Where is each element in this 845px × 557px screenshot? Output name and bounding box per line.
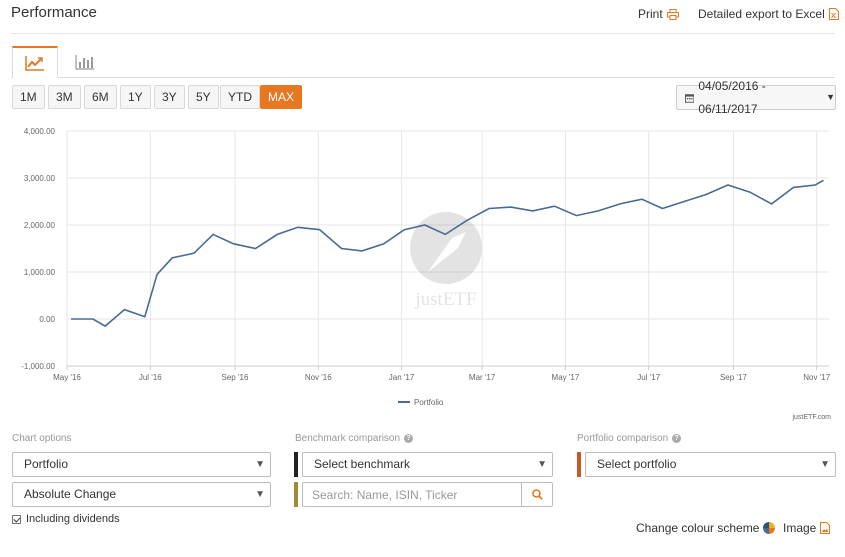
justetf-watermark: justETF <box>410 212 482 310</box>
chevron-down-icon: ▼ <box>537 459 547 470</box>
series-line-portfolio <box>71 179 824 328</box>
image-file-icon <box>820 522 831 534</box>
portfolio-select-value: Portfolio <box>24 457 69 471</box>
change-colour-scheme-link[interactable]: Change colour scheme <box>636 521 776 535</box>
portfolio-comparison-select-value: Select portfolio <box>597 457 677 471</box>
chevron-down-icon: ▼ <box>820 459 830 470</box>
help-icon[interactable]: ? <box>404 434 414 443</box>
x-tick-label: Mar '17 <box>469 373 496 382</box>
checkbox-checked-icon <box>12 514 21 524</box>
tab-divider <box>11 77 835 78</box>
excel-file-icon <box>828 8 839 20</box>
range-button-ytd[interactable]: YTD <box>220 85 260 109</box>
chart-options-label: Chart options <box>12 433 71 444</box>
benchmark-search-button[interactable] <box>521 482 553 507</box>
chart-legend[interactable]: Portfolio <box>398 398 444 407</box>
print-link[interactable]: Print <box>638 7 679 21</box>
x-tick-label: Nov '17 <box>803 373 830 382</box>
range-button-3y[interactable]: 3Y <box>154 85 185 109</box>
benchmark-select-value: Select benchmark <box>314 457 411 471</box>
change-type-select-value: Absolute Change <box>24 487 117 501</box>
tab-line-chart[interactable] <box>12 46 58 78</box>
x-tick-label: Jul '17 <box>637 373 660 382</box>
y-tick-label: 2,000.00 <box>24 221 56 230</box>
x-tick-label: Sep '17 <box>720 373 747 382</box>
chevron-down-icon: ▼ <box>255 459 265 470</box>
chart-credit: justETF.com <box>792 414 831 421</box>
range-button-5y[interactable]: 5Y <box>188 85 219 109</box>
y-tick-label: 0.00 <box>39 315 55 324</box>
change-colour-scheme-label: Change colour scheme <box>636 521 760 535</box>
date-range-value: 04/05/2016 - 06/11/2017 <box>698 78 766 116</box>
x-tick-label: Jul '16 <box>139 373 162 382</box>
benchmark-comparison-label: Benchmark comparison ? <box>295 433 414 444</box>
watermark-text: justETF <box>414 289 476 310</box>
excel-export-label: Detailed export to Excel <box>698 7 825 21</box>
portfolio-color-bar <box>577 452 581 477</box>
x-tick-label: May '17 <box>552 373 580 382</box>
chevron-down-icon: ▼ <box>255 489 265 500</box>
benchmark-color-bar <box>294 452 298 477</box>
printer-icon <box>666 8 679 20</box>
including-dividends-label: Including dividends <box>26 513 120 525</box>
print-label: Print <box>638 7 663 21</box>
line-chart-icon <box>25 55 44 71</box>
y-tick-label: 4,000.00 <box>24 127 56 136</box>
colour-wheel-icon <box>763 522 776 534</box>
chevron-down-icon: ▼ <box>826 92 835 102</box>
range-button-3m[interactable]: 3M <box>48 85 81 109</box>
x-tick-label: May '16 <box>53 373 81 382</box>
legend-label-portfolio: Portfolio <box>414 398 444 407</box>
image-export-label: Image <box>783 521 817 535</box>
chart-options-label-text: Chart options <box>12 433 72 444</box>
search-icon <box>531 489 543 500</box>
x-tick-label: Nov '16 <box>305 373 332 382</box>
x-tick-label: Sep '16 <box>222 373 249 382</box>
performance-chart[interactable]: justETF 4,000.00 3,000.00 2,000.00 1,000.00… <box>0 120 845 430</box>
range-button-6m[interactable]: 6M <box>84 85 117 109</box>
bar-chart-icon <box>75 54 94 70</box>
calendar-icon <box>685 93 695 103</box>
y-tick-label: -1,000.00 <box>21 362 55 371</box>
y-tick-label: 3,000.00 <box>24 174 56 183</box>
tab-bar-chart[interactable] <box>62 46 108 77</box>
benchmark-comparison-label-text: Benchmark comparison <box>295 433 401 444</box>
portfolio-select[interactable]: Portfolio ▼ <box>12 452 271 477</box>
x-tick-label: Jan '17 <box>389 373 415 382</box>
portfolio-comparison-label-text: Portfolio comparison <box>577 433 669 444</box>
y-tick-label: 1,000.00 <box>24 268 56 277</box>
excel-export-link[interactable]: Detailed export to Excel <box>698 7 839 21</box>
header-divider <box>11 33 835 34</box>
range-button-1m[interactable]: 1M <box>12 85 45 109</box>
benchmark-select[interactable]: Select benchmark ▼ <box>302 452 553 477</box>
portfolio-comparison-select[interactable]: Select portfolio ▼ <box>585 452 836 477</box>
range-button-1y[interactable]: 1Y <box>120 85 151 109</box>
portfolio-comparison-label: Portfolio comparison ? <box>577 433 682 444</box>
change-type-select[interactable]: Absolute Change ▼ <box>12 482 271 507</box>
benchmark-search-color-bar <box>294 482 298 507</box>
image-export-link[interactable]: Image <box>783 521 831 535</box>
including-dividends-checkbox[interactable]: Including dividends <box>12 513 120 525</box>
range-button-max[interactable]: MAX <box>260 85 303 109</box>
page-title: Performance <box>11 4 97 21</box>
help-icon[interactable]: ? <box>672 434 682 443</box>
benchmark-search-input[interactable] <box>302 482 521 507</box>
date-range-picker[interactable]: 04/05/2016 - 06/11/2017 ▼ <box>676 79 836 116</box>
